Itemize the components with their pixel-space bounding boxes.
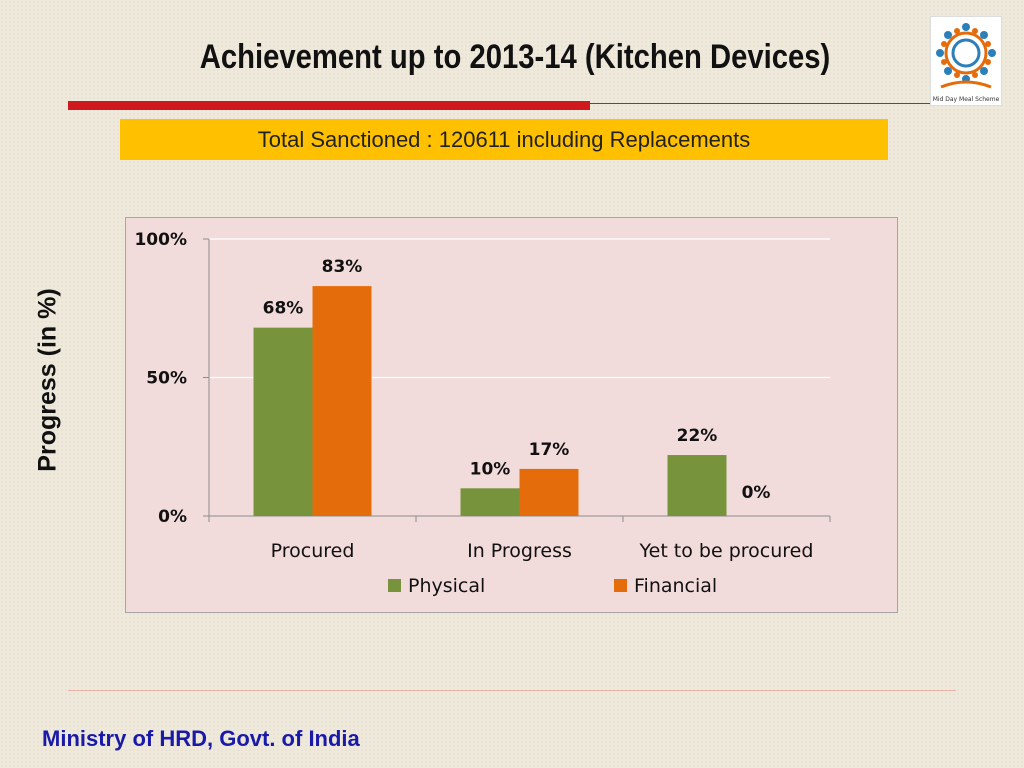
bar-physical <box>667 455 727 516</box>
mid-day-meal-logo: Mid Day Meal Scheme <box>930 16 1002 106</box>
footer-divider <box>68 690 956 691</box>
title-accent-bar <box>68 101 590 110</box>
data-label: 0% <box>742 483 771 503</box>
bar-financial <box>519 468 579 516</box>
bar-physical <box>460 488 520 516</box>
bar-physical <box>253 327 313 516</box>
y-axis-label: Progress (in %) <box>33 288 62 472</box>
legend-label-financial: Financial <box>634 575 717 597</box>
category-label: Procured <box>271 540 355 562</box>
logo-emblem-icon: Mid Day Meal Scheme <box>933 23 1000 103</box>
title-accent-line <box>590 103 930 104</box>
chart-area: 0% 50% 100% 68% 83% Procured 10% 17% In Progress… <box>125 217 898 613</box>
logo-text: Mid Day Meal Scheme <box>933 96 1000 103</box>
sanctioned-banner: Total Sanctioned : 120611 including Repl… <box>120 119 888 160</box>
y-tick-label: 50% <box>146 369 187 389</box>
y-tick-label: 100% <box>134 230 187 250</box>
legend-label-physical: Physical <box>408 575 485 597</box>
footer-text: Ministry of HRD, Govt. of India <box>42 726 360 751</box>
data-label: 10% <box>470 459 511 479</box>
category-label: In Progress <box>467 540 572 562</box>
data-label: 22% <box>677 426 718 446</box>
bar-financial <box>312 286 372 516</box>
sanctioned-banner-text: Total Sanctioned : 120611 including Repl… <box>257 126 751 152</box>
data-label: 17% <box>529 440 570 460</box>
slide-title: Achievement up to 2013-14 (Kitchen Devic… <box>199 38 831 76</box>
category-label: Yet to be procured <box>639 540 814 562</box>
y-tick-label: 0% <box>158 507 187 527</box>
bar-chart: 0% 50% 100% 68% 83% Procured 10% 17% In Progress… <box>134 230 831 597</box>
legend-swatch-physical <box>388 579 401 592</box>
legend-swatch-financial <box>614 579 627 592</box>
data-label: 83% <box>322 257 363 277</box>
data-label: 68% <box>263 299 304 319</box>
